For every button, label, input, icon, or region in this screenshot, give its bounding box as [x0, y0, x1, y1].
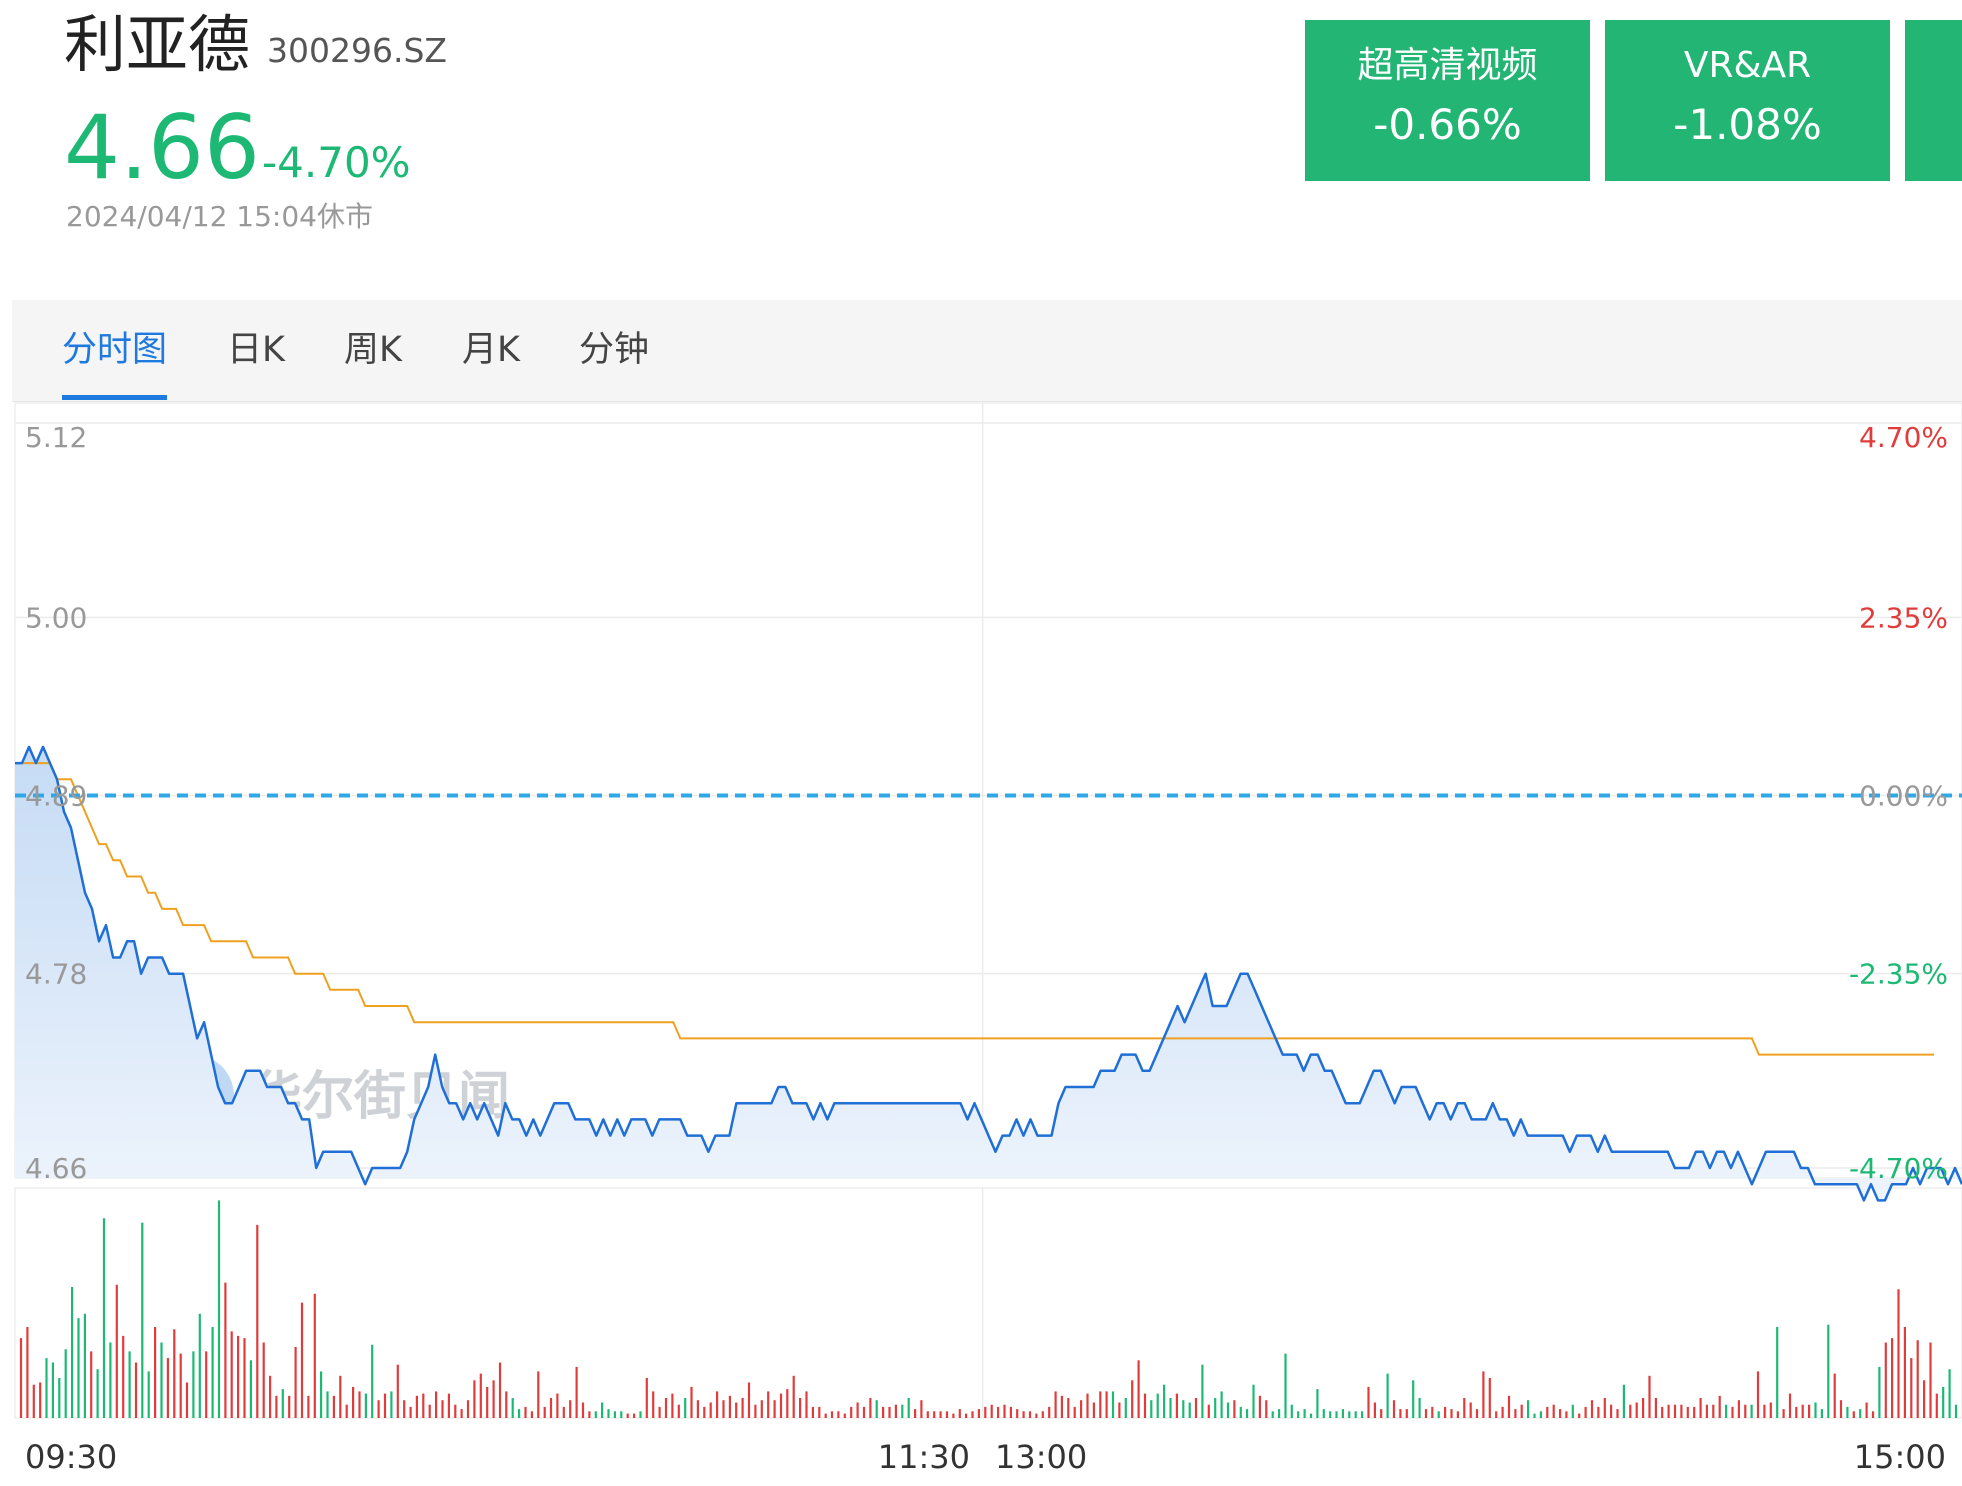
x-tick-label: 15:00 — [1854, 1438, 1946, 1476]
volume-panel-frame — [14, 1187, 1962, 1419]
sector-card-vr-ar[interactable]: VR&AR -1.08% — [1605, 20, 1890, 181]
average-price-line — [15, 762, 1934, 1056]
y-tick-label-left: 4.66 — [25, 1152, 87, 1185]
y-tick-label-right: 0.00% — [1859, 780, 1948, 813]
y-tick-label-left: 5.00 — [25, 601, 87, 634]
x-tick-label: 11:30 — [878, 1438, 970, 1476]
price-line — [15, 745, 1962, 1202]
active-tab-indicator — [62, 395, 167, 400]
change-percent: -4.70% — [262, 138, 411, 187]
tab-weekly-k[interactable]: 周K — [344, 330, 402, 370]
tab-intraday[interactable]: 分时图 — [62, 330, 168, 370]
current-price: 4.66 — [64, 96, 260, 199]
sector-card-partial[interactable] — [1905, 20, 1962, 181]
y-tick-label-right: -4.70% — [1849, 1152, 1948, 1185]
price-panel-frame — [14, 402, 1962, 1179]
market-status-time: 2024/04/12 15:04休市 — [66, 200, 373, 233]
stock-name: 利亚德 — [64, 8, 251, 81]
sector-name: 超高清视频 — [1357, 45, 1538, 86]
sector-card-uhd-video[interactable]: 超高清视频 -0.66% — [1305, 20, 1590, 181]
sector-name: VR&AR — [1683, 45, 1812, 86]
tab-monthly-k[interactable]: 月K — [462, 330, 520, 370]
y-tick-label-right: -2.35% — [1849, 958, 1948, 991]
x-tick-label: 09:30 — [25, 1438, 117, 1476]
tab-minute[interactable]: 分钟 — [579, 330, 650, 370]
y-tick-label-right: 4.70% — [1859, 421, 1948, 454]
y-tick-label-left: 4.89 — [25, 780, 87, 813]
sector-change: -1.08% — [1673, 99, 1822, 149]
stock-code: 300296.SZ — [267, 31, 448, 70]
y-tick-label-left: 5.12 — [25, 421, 87, 454]
tab-daily-k[interactable]: 日K — [227, 330, 285, 370]
x-tick-label: 13:00 — [995, 1438, 1087, 1476]
chart-period-tabs: 分时图 日K 周K 月K 分钟 — [12, 300, 1962, 402]
price-area-fill — [15, 746, 1962, 1201]
sector-change: -0.66% — [1373, 99, 1522, 149]
y-tick-label-right: 2.35% — [1859, 601, 1948, 634]
y-tick-label-left: 4.78 — [25, 958, 87, 991]
